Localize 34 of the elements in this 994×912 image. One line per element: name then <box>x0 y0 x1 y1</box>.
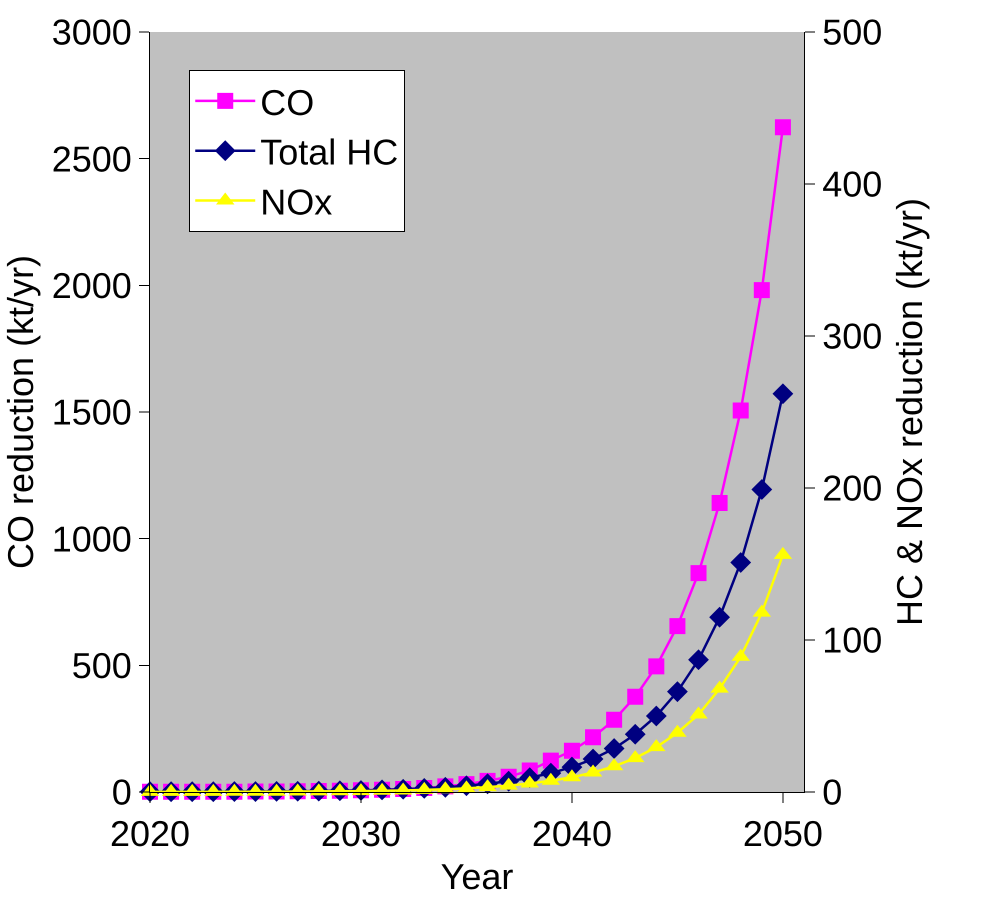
y2-tick-label: 100 <box>822 620 882 661</box>
point <box>585 729 602 746</box>
legend-label: Total HC <box>260 132 398 173</box>
point <box>712 494 728 511</box>
point <box>690 565 707 582</box>
y2-tick-label: 200 <box>822 468 882 509</box>
y-axis-title: CO reduction (kt/yr) <box>0 254 41 570</box>
point <box>732 402 749 418</box>
point <box>564 742 580 759</box>
x-axis-title: Year <box>440 856 514 897</box>
point <box>648 658 664 674</box>
point <box>669 618 686 634</box>
y2-tick-label: 400 <box>822 164 882 205</box>
y-tick-label: 2000 <box>52 264 132 306</box>
point <box>774 119 791 136</box>
x-tick-label: 2050 <box>742 813 823 854</box>
y-tick-label: 0 <box>112 772 132 813</box>
y-tick-label: 1000 <box>52 518 132 560</box>
y-tick-label: 1500 <box>52 392 132 433</box>
y2-tick-label: 0 <box>822 772 842 813</box>
legend-label: CO <box>260 82 314 123</box>
y-tick-label: 2500 <box>52 138 132 180</box>
point <box>754 282 770 298</box>
y2-tick-label: 500 <box>822 12 882 53</box>
point <box>606 712 622 728</box>
legend-label: NOx <box>260 182 332 223</box>
x-tick-label: 2040 <box>532 813 612 854</box>
point <box>627 688 644 705</box>
y2-tick-label: 300 <box>822 316 882 357</box>
x-tick-label: 2020 <box>110 813 190 854</box>
y-tick-label: 500 <box>72 644 132 686</box>
y-tick-label: 3000 <box>52 12 132 53</box>
y2-axis-title: HC & NOx reduction (kt/yr) <box>888 198 930 626</box>
x-tick-label: 2030 <box>320 813 402 854</box>
